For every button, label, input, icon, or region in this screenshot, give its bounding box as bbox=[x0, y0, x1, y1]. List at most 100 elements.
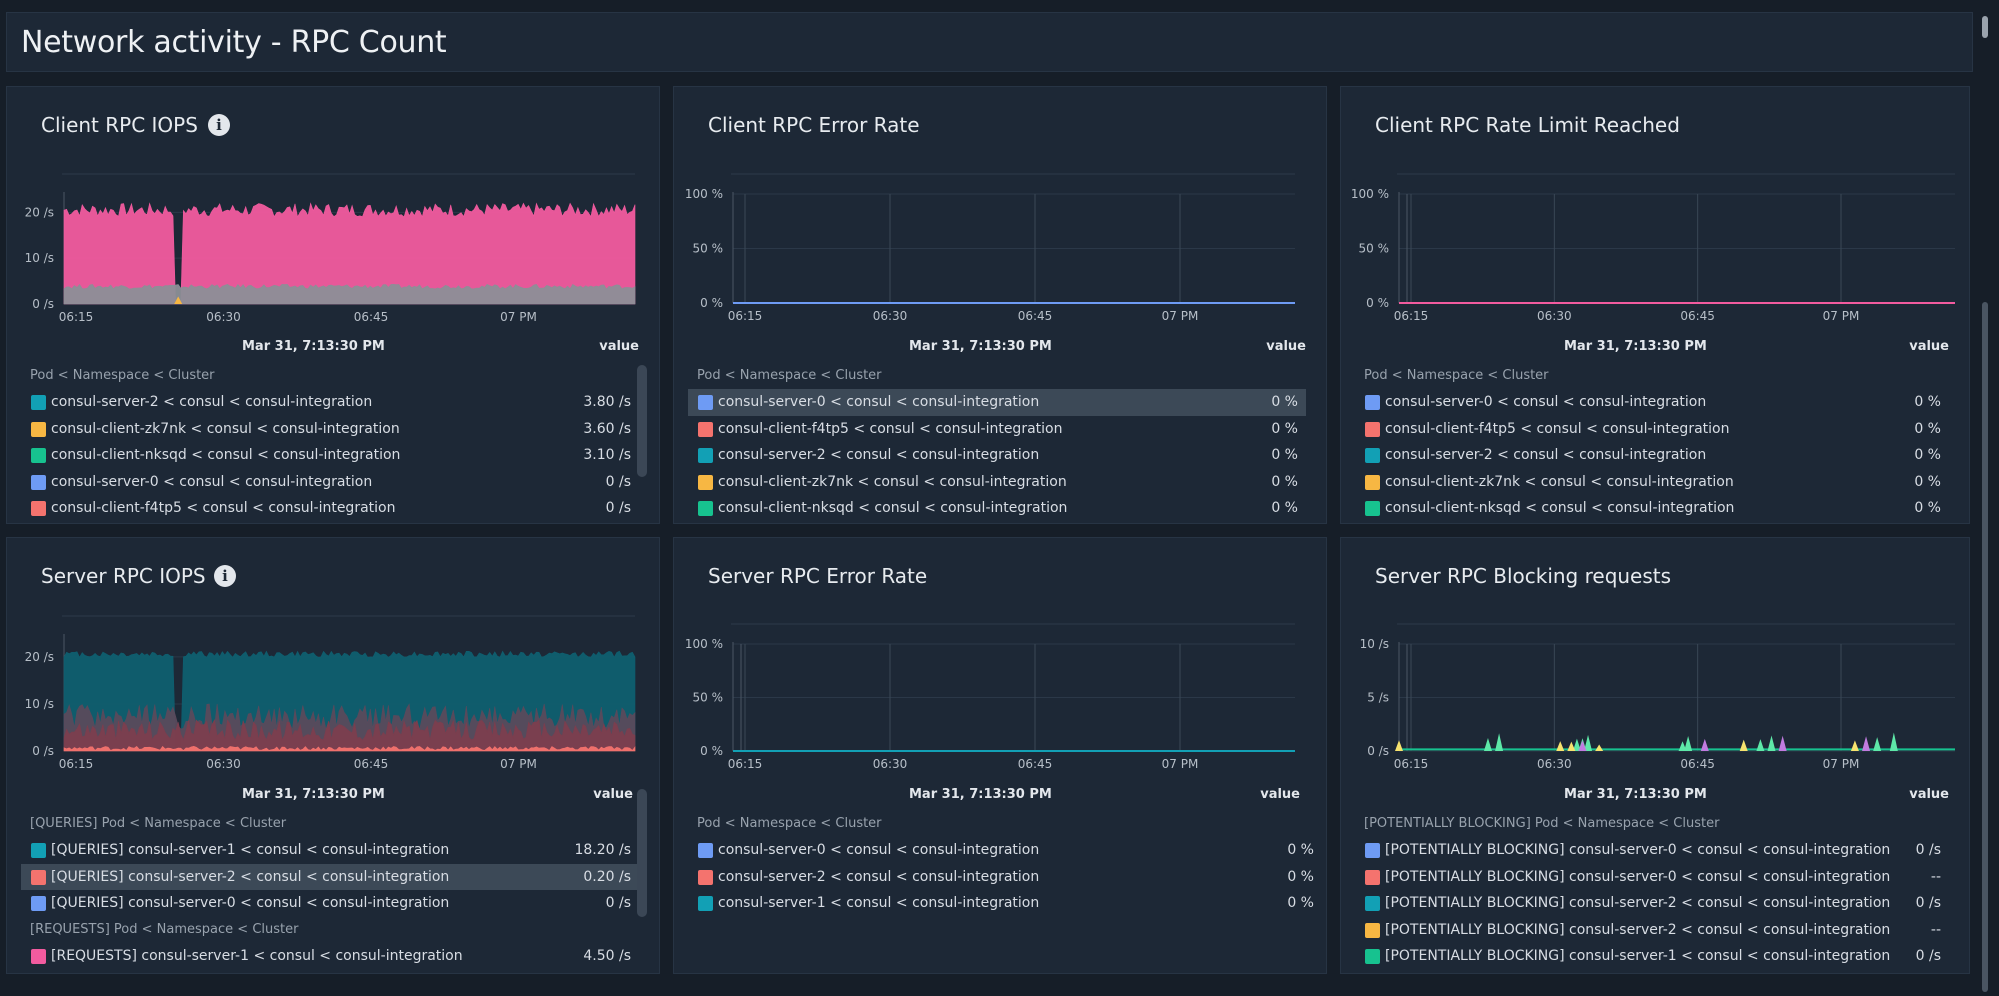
legend-value: 0 % bbox=[1914, 500, 1941, 517]
legend-row[interactable]: [QUERIES] consul-server-1 < consul < con… bbox=[21, 837, 639, 864]
y-tick-label: 50 % bbox=[693, 242, 724, 256]
info-icon[interactable]: i bbox=[214, 565, 236, 587]
legend-value: 3.10 /s bbox=[583, 447, 631, 464]
x-tick-label: 06:15 bbox=[1394, 757, 1429, 771]
legend-row[interactable]: consul-server-0 < consul < consul-integr… bbox=[1355, 389, 1949, 416]
panel-server-rpc-error-rate: Server RPC Error Ratei100 %50 %0 %06:150… bbox=[673, 537, 1327, 974]
x-tick-label: 07 PM bbox=[500, 310, 537, 324]
legend-row[interactable]: consul-server-2 < consul < consul-integr… bbox=[1355, 442, 1949, 469]
page-scrollbar-track[interactable] bbox=[1982, 302, 1988, 992]
legend-label: [POTENTIALLY BLOCKING] consul-server-0 <… bbox=[1385, 868, 1891, 885]
legend-value: 0.20 /s bbox=[583, 868, 631, 885]
x-tick-label: 06:15 bbox=[59, 310, 94, 324]
info-icon[interactable]: i bbox=[208, 114, 230, 136]
panel-client-rpc-iops: Client RPC IOPS i 20 /s 10 /s 0 /s 06:15 06:30… bbox=[6, 86, 660, 524]
series-area bbox=[63, 745, 636, 752]
panel-chart[interactable]: 20 /s 10 /s 0 /s 06:15 06:30 06:45 07 PM bbox=[7, 87, 660, 417]
x-tick-label: 06:45 bbox=[354, 757, 389, 771]
legend-row[interactable]: consul-client-zk7nk < consul < consul-in… bbox=[1355, 469, 1949, 496]
series-area bbox=[63, 718, 636, 752]
panel-chart[interactable]: 100 % 50 % 0 % 06:15 06:30 06:45 07 PM bbox=[674, 87, 1327, 417]
legend-label: [POTENTIALLY BLOCKING] consul-server-2 <… bbox=[1385, 895, 1891, 912]
x-tick-label: 07 PM bbox=[500, 757, 537, 771]
legend-row[interactable]: [QUERIES] consul-server-0 < consul < con… bbox=[21, 890, 639, 917]
legend-row[interactable]: consul-client-nksqd < consul < consul-in… bbox=[21, 442, 639, 469]
legend-scrollbar[interactable] bbox=[637, 365, 647, 477]
legend-list: Pod < Namespace < Cluster consul-server-0… bbox=[1355, 363, 1949, 519]
x-tick-label: 06:30 bbox=[1537, 309, 1572, 323]
y-tick-label: 10 /s bbox=[1360, 637, 1389, 651]
legend-row[interactable]: [REQUESTS] consul-server-1 < consul < co… bbox=[21, 943, 639, 969]
legend-row[interactable]: consul-server-2 < consul < consul-integr… bbox=[688, 864, 1322, 891]
series-spike bbox=[1850, 740, 1859, 751]
legend-timestamp: Mar 31, 7:13:30 PM bbox=[242, 339, 385, 354]
legend-row[interactable]: consul-client-nksqd < consul < consul-in… bbox=[688, 495, 1306, 519]
y-tick-label: 0 /s bbox=[32, 744, 54, 758]
legend-row[interactable]: consul-client-f4tp5 < consul < consul-in… bbox=[1355, 416, 1949, 443]
legend-row[interactable]: [QUERIES] consul-server-2 < consul < con… bbox=[21, 863, 639, 891]
legend-row[interactable]: consul-server-1 < consul < consul-integr… bbox=[688, 890, 1322, 917]
legend-value: 0 % bbox=[1914, 473, 1941, 490]
y-tick-label: 0 /s bbox=[32, 297, 54, 311]
legend-list: [QUERIES] Pod < Namespace < Cluster [QUER… bbox=[21, 811, 639, 969]
y-tick-label: 0 % bbox=[700, 296, 723, 310]
panel-chart[interactable]: 20 /s 10 /s 0 /s 06:15 06:30 06:45 07 PM bbox=[7, 538, 660, 868]
series-spike bbox=[1556, 741, 1565, 751]
legend-label: consul-client-zk7nk < consul < consul-in… bbox=[1385, 473, 1734, 490]
legend-swatch bbox=[698, 474, 713, 490]
panel-chart[interactable]: 100 % 50 % 0 % 06:15 06:30 06:45 07 PM bbox=[674, 538, 1327, 868]
legend-row[interactable]: consul-server-0 < consul < consul-integr… bbox=[688, 837, 1322, 864]
page-scrollbar[interactable] bbox=[1980, 12, 1990, 992]
legend-row[interactable]: [POTENTIALLY BLOCKING] consul-server-0 <… bbox=[1355, 837, 1949, 864]
legend-row[interactable]: consul-server-0 < consul < consul-integr… bbox=[688, 389, 1306, 416]
y-tick-label: 0 % bbox=[700, 744, 723, 758]
legend-list: Pod < Namespace < Cluster consul-server-0… bbox=[688, 811, 1322, 969]
legend-row[interactable]: [POTENTIALLY BLOCKING] consul-server-1 <… bbox=[1355, 943, 1949, 969]
x-tick-label: 06:15 bbox=[59, 757, 94, 771]
legend-row[interactable]: consul-server-0 < consul < consul-integr… bbox=[21, 469, 639, 496]
legend-row[interactable]: [POTENTIALLY BLOCKING] consul-server-2 <… bbox=[1355, 890, 1949, 917]
legend-row[interactable]: consul-client-nksqd < consul < consul-in… bbox=[1355, 495, 1949, 519]
legend-row[interactable]: [POTENTIALLY BLOCKING] consul-server-0 <… bbox=[1355, 864, 1949, 891]
legend-value: 0 % bbox=[1271, 394, 1298, 410]
x-tick-label: 06:15 bbox=[1394, 309, 1429, 323]
legend-row[interactable]: [POTENTIALLY BLOCKING] consul-server-2 <… bbox=[1355, 917, 1949, 944]
legend-swatch bbox=[31, 448, 46, 464]
legend-row[interactable]: consul-client-zk7nk < consul < consul-in… bbox=[688, 469, 1306, 496]
legend-value: 0 /s bbox=[1915, 842, 1941, 858]
panel-chart[interactable]: 100 % 50 % 0 % 06:15 06:30 06:45 07 PM bbox=[1341, 87, 1970, 417]
x-tick-label: 06:30 bbox=[873, 309, 908, 323]
legend-row[interactable]: consul-server-2 < consul < consul-integr… bbox=[21, 389, 639, 416]
y-tick-label: 5 /s bbox=[1367, 691, 1389, 705]
legend-value: 0 % bbox=[1271, 500, 1298, 517]
legend-label: [POTENTIALLY BLOCKING] consul-server-2 <… bbox=[1385, 921, 1891, 938]
page-scrollbar-thumb-top[interactable] bbox=[1982, 16, 1988, 38]
legend-value: 18.20 /s bbox=[574, 842, 631, 858]
legend-row[interactable]: consul-client-zk7nk < consul < consul-in… bbox=[21, 416, 639, 443]
legend-row[interactable]: consul-client-f4tp5 < consul < consul-in… bbox=[21, 495, 639, 519]
legend-label: consul-server-0 < consul < consul-integr… bbox=[718, 394, 1040, 410]
legend-swatch bbox=[698, 448, 713, 464]
legend-label: consul-server-0 < consul < consul-integr… bbox=[1385, 394, 1707, 410]
panel-title: Client RPC IOPS bbox=[41, 113, 198, 137]
legend-label: consul-server-1 < consul < consul-integr… bbox=[718, 895, 1040, 912]
legend-swatch bbox=[1365, 949, 1380, 965]
y-tick-label: 10 /s bbox=[25, 251, 54, 265]
legend-row[interactable]: consul-client-f4tp5 < consul < consul-in… bbox=[688, 416, 1306, 443]
y-tick-label: 10 /s bbox=[25, 697, 54, 711]
legend-scrollbar[interactable] bbox=[637, 789, 647, 917]
legend-swatch bbox=[1365, 501, 1380, 517]
legend-timestamp: Mar 31, 7:13:30 PM bbox=[909, 787, 1052, 802]
legend-value: 0 /s bbox=[605, 473, 631, 490]
legend-value: -- bbox=[1930, 921, 1941, 938]
legend-label: consul-client-nksqd < consul < consul-in… bbox=[51, 447, 401, 464]
y-tick-label: 0 % bbox=[1366, 296, 1389, 310]
series-spike bbox=[1578, 740, 1587, 751]
panel-title: Client RPC Error Rate bbox=[708, 113, 920, 137]
y-tick-label: 100 % bbox=[685, 187, 723, 201]
legend-swatch bbox=[31, 501, 46, 517]
legend-value: 0 /s bbox=[1915, 948, 1941, 965]
series-spike bbox=[1572, 738, 1581, 751]
panel-chart[interactable]: 10 /s 5 /s 0 /s 06:15 06:30 06:45 07 PM bbox=[1341, 538, 1970, 868]
legend-row[interactable]: consul-server-2 < consul < consul-integr… bbox=[688, 442, 1306, 469]
